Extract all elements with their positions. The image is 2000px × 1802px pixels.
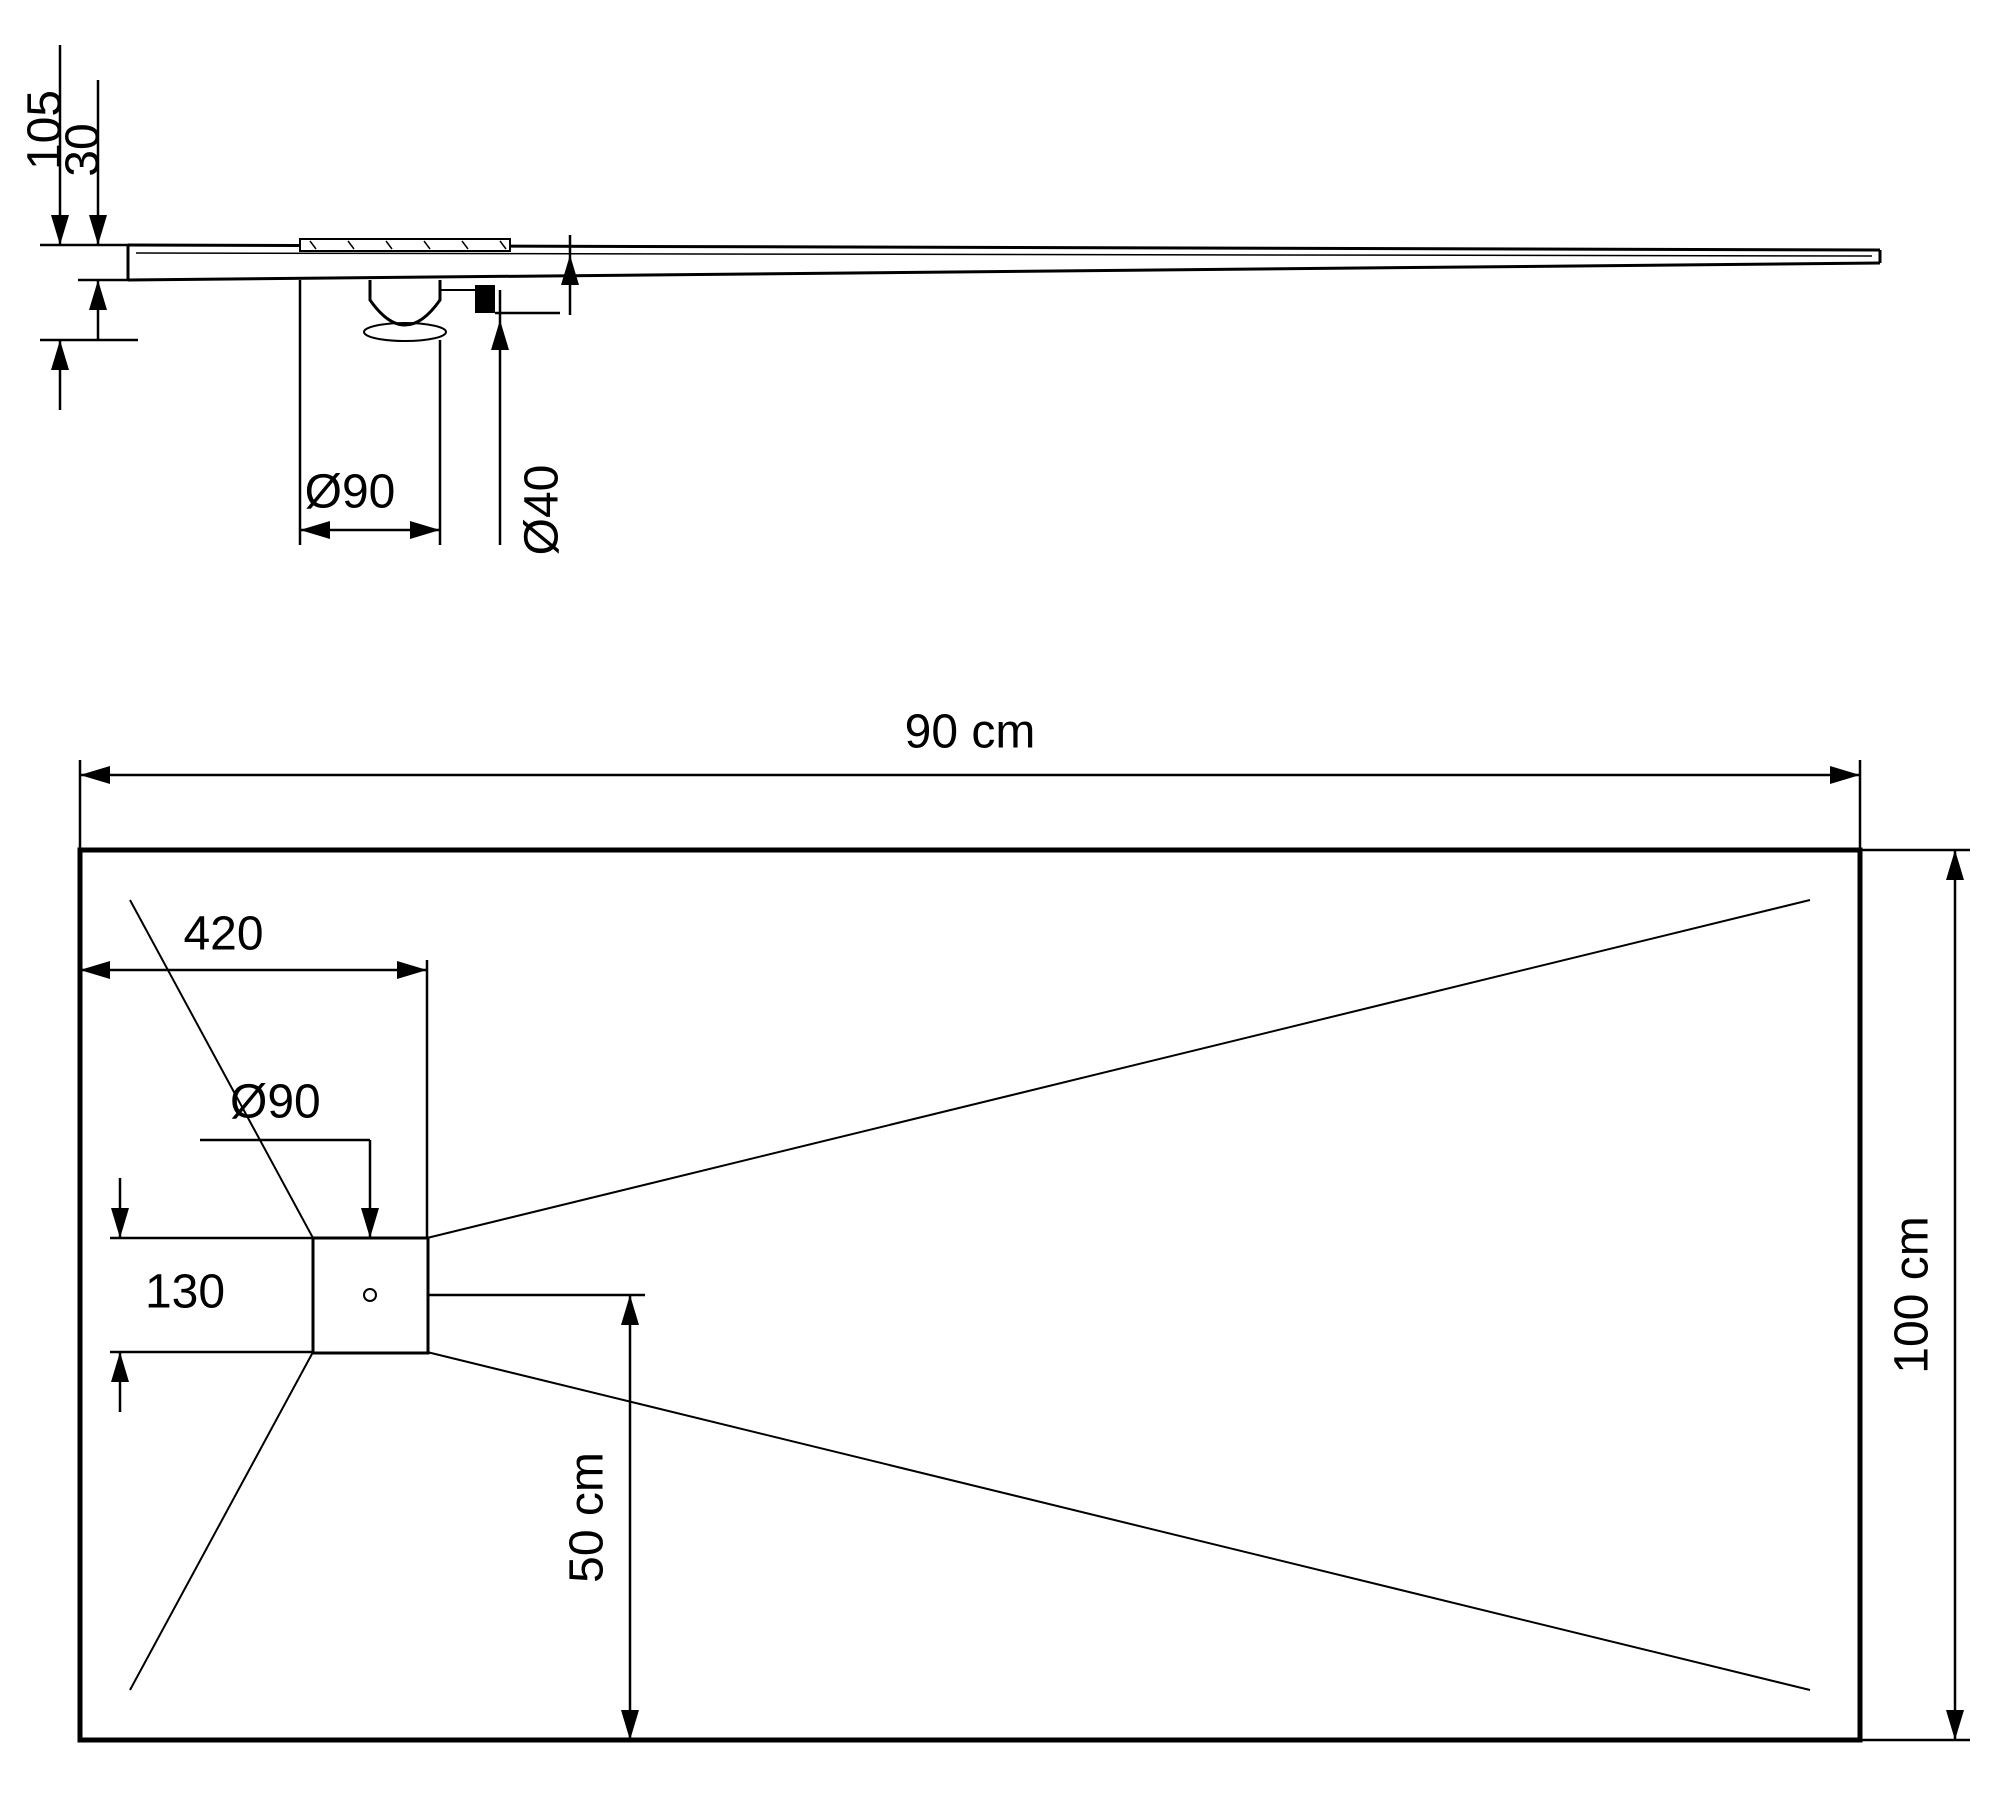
dim-30: 30 (57, 123, 110, 176)
dim-height-100cm: 100 cm (1886, 1216, 1939, 1373)
side-elevation: 10530Ø90Ø40 (19, 45, 1880, 555)
plan-view: 90 cm 100 cm 420 Ø90 130 50 cm (80, 706, 1970, 1740)
technical-drawing: 10530Ø90Ø4090 cm100 cm420Ø9013050 cm (0, 0, 2000, 1797)
dim-dia40: Ø40 (516, 465, 569, 556)
dim-dia90-side: Ø90 (305, 466, 396, 519)
dim-50cm: 50 cm (561, 1452, 614, 1583)
dim-dia90-plan: Ø90 (230, 1076, 321, 1129)
dim-130: 130 (145, 1266, 225, 1319)
dim-420: 420 (183, 908, 263, 961)
dim-width-90cm: 90 cm (905, 706, 1036, 759)
